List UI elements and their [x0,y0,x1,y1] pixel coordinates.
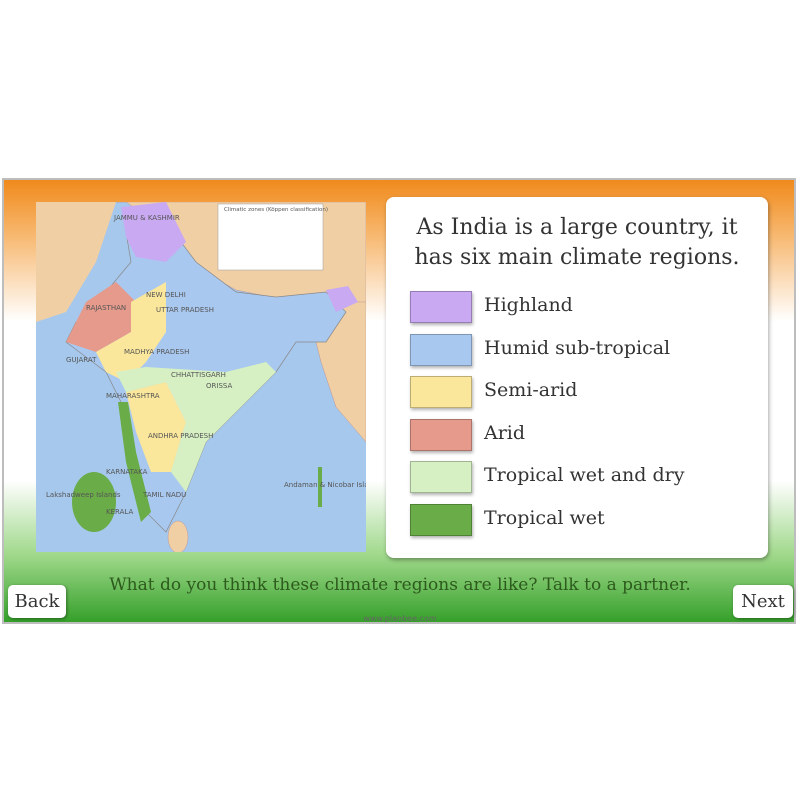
map-label: KARNATAKA [106,468,148,476]
arid-region [66,282,136,352]
neighbour-land [36,202,116,322]
map-label: KERALA [106,508,133,516]
map-label: MADHYA PRADESH [124,348,189,356]
tropical-wet-dry-region [116,362,276,492]
legend-label: Highland [484,294,573,316]
legend-label: Humid sub-tropical [484,336,671,359]
legend-swatch [410,291,472,323]
question: What do you think these climate regions … [109,575,691,595]
back-button[interactable]: Back [8,585,66,618]
legend-label: Semi-arid [484,379,578,402]
map-label: MAHARASHTRA [106,392,160,400]
map-label: JAMMU & KASHMIR [113,214,180,222]
tropical-wet-region [118,402,151,522]
map-label: CHHATTISGARH [171,371,226,379]
map-label: TAMIL NADU [142,491,186,499]
highland-region [121,202,186,262]
legend-label: Tropical wet [484,507,605,529]
legend-label: Arid [484,421,526,444]
map-label: Lakshadweep Islands [46,491,121,499]
map-label: RAJASTHAN [86,304,126,312]
tropical-wet-region [318,467,322,507]
legend-swatch [410,418,472,451]
legend-swatch [410,376,472,409]
map-legend-box [217,203,324,271]
tropical-wet-region [72,472,116,532]
map-legend-title: Climatic zones (Köppen classification) [224,207,328,213]
legend-swatch [410,333,472,366]
map-label: ORISSA [206,382,232,390]
legend-swatch [410,504,472,536]
map: Climatic zones (Köppen classification) J… [36,202,366,552]
map-label: GUJARAT [66,356,97,364]
map-label: ANDHRA PRADESH [148,432,213,440]
map-label: Andaman & Nicobar Islands [284,481,366,489]
footer: www.planbee.com [363,614,437,623]
next-button[interactable]: Next [733,585,793,618]
slide-title: As India is a large country, it has six … [414,215,740,270]
semi-arid-region [126,382,186,472]
highland-region [326,286,358,312]
map-label: NEW DELHI [146,291,186,299]
sri-lanka [167,520,189,552]
semi-arid-region [96,282,166,382]
map-label: UTTAR PRADESH [156,306,214,314]
legend-label: Tropical wet and dry [484,464,685,487]
text-panel: As India is a large country, it has six … [386,197,768,558]
legend-swatch [410,461,472,494]
